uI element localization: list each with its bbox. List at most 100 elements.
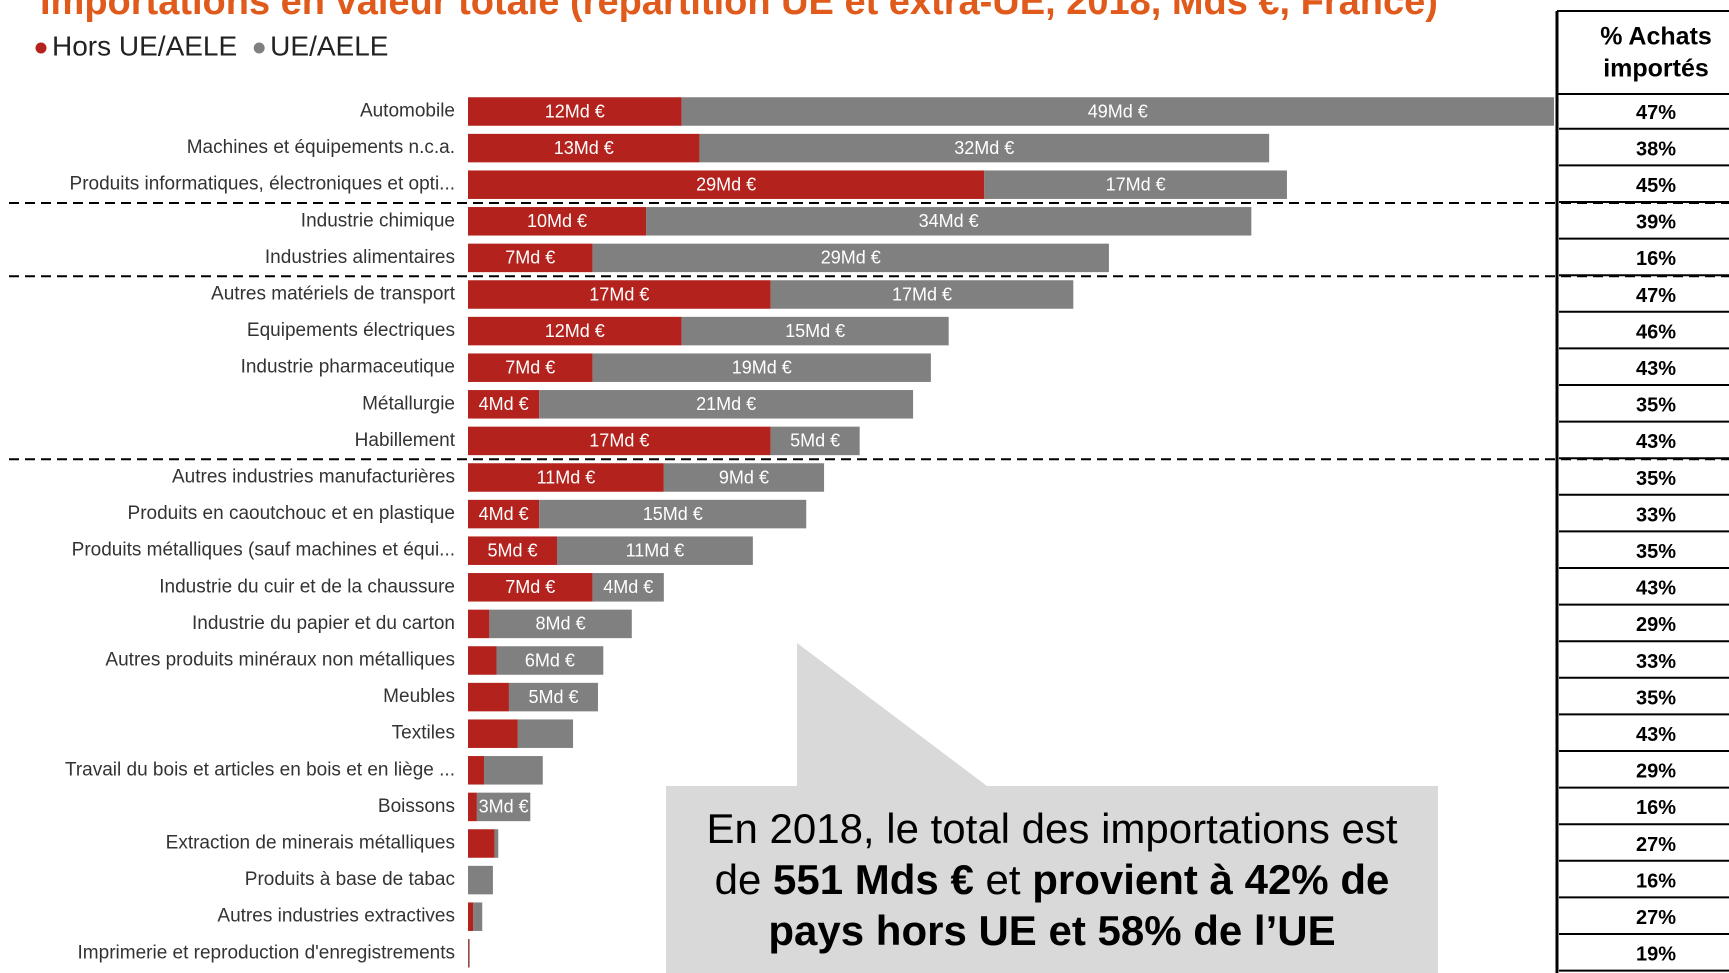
value-label: 6Md €	[525, 650, 575, 670]
bar-segment	[468, 499, 540, 529]
table-cell: 38%	[1636, 138, 1676, 160]
value-label: 19Md €	[732, 357, 792, 377]
category-label: Machines et équipements n.c.a.	[187, 137, 455, 158]
bar-segment	[468, 646, 497, 675]
bar-segment	[468, 280, 771, 309]
category-label: Meubles	[383, 686, 455, 707]
bar-segment	[770, 426, 860, 456]
bar-segment	[468, 609, 490, 639]
table-header: importés	[1603, 55, 1709, 83]
bar-segment	[476, 792, 531, 822]
value-label: 13Md €	[554, 138, 614, 158]
table-cell: 35%	[1636, 687, 1676, 709]
value-label: 4Md €	[479, 394, 529, 414]
table-cell: 43%	[1636, 724, 1676, 746]
bar-segment	[484, 756, 543, 785]
category-label: Industrie chimique	[301, 210, 455, 231]
bar-segment	[592, 573, 664, 602]
table-cell: 16%	[1636, 797, 1676, 819]
bar-segment	[468, 353, 593, 382]
category-label: Habillement	[355, 430, 456, 451]
category-label: Industries alimentaires	[265, 247, 455, 268]
value-label: 7Md €	[505, 577, 555, 597]
value-label: 7Md €	[505, 357, 555, 377]
bar-segment	[699, 133, 1270, 163]
table-cell: 27%	[1636, 907, 1676, 929]
bar-segment	[508, 682, 598, 712]
bar-segment	[468, 939, 470, 968]
category-label: Imprimerie et reproduction d'enregistrem…	[78, 942, 455, 963]
value-label: 8Md €	[536, 614, 586, 634]
value-label: 15Md €	[643, 504, 703, 524]
category-label: Produits en caoutchouc et en plastique	[128, 503, 455, 524]
bar-segment	[646, 207, 1252, 236]
bar-segment	[984, 170, 1287, 199]
table-cell: 29%	[1636, 614, 1676, 636]
bar-segment	[681, 316, 949, 346]
bar-segment	[592, 353, 931, 382]
table-cell: 35%	[1636, 395, 1676, 417]
table-cell: 47%	[1636, 102, 1676, 124]
table-cell: 45%	[1636, 175, 1676, 197]
callout-text: En 2018, le total des importations est	[706, 805, 1397, 852]
bar-segment	[468, 426, 771, 456]
table-cell: 43%	[1636, 358, 1676, 380]
category-label: Produits informatiques, électroniques et…	[70, 174, 455, 195]
legend-label: UE/AELE	[270, 30, 388, 61]
bar-segment	[468, 463, 664, 492]
value-label: 5Md €	[528, 687, 578, 707]
category-label: Autres industries manufacturières	[172, 467, 455, 488]
category-label: Produits à base de tabac	[245, 869, 455, 890]
value-label: 11Md €	[537, 467, 596, 487]
category-label: Métallurgie	[362, 393, 455, 414]
table-cell: 35%	[1636, 541, 1676, 563]
bar-segment	[468, 133, 700, 163]
value-label: 17Md €	[589, 284, 649, 304]
bar-segment	[468, 792, 477, 822]
bar-segment	[494, 829, 499, 858]
category-label: Produits métalliques (sauf machines et é…	[72, 540, 455, 561]
value-label: 5Md €	[790, 431, 840, 451]
bar-segment	[468, 902, 474, 931]
legend-marker	[253, 42, 265, 54]
value-label: 17Md €	[1106, 174, 1166, 194]
bar-segment	[592, 243, 1109, 273]
category-label: Autres matériels de transport	[211, 284, 456, 305]
bar-segment	[468, 719, 518, 748]
bar-segment	[539, 390, 914, 419]
bar-segment	[517, 719, 574, 748]
category-label: Automobile	[360, 101, 455, 122]
table-cell: 43%	[1636, 578, 1676, 600]
table-cell: 16%	[1636, 248, 1676, 270]
value-label: 4Md €	[603, 577, 653, 597]
table-cell: 29%	[1636, 761, 1676, 783]
bar-segment	[468, 573, 593, 602]
value-label: 29Md €	[696, 174, 756, 194]
legend-marker	[35, 42, 47, 54]
category-label: Industrie du papier et du carton	[192, 613, 455, 634]
table-cell: 33%	[1636, 504, 1676, 526]
table-cell: 47%	[1636, 285, 1676, 307]
value-label: 4Md €	[479, 504, 529, 524]
bar-segment	[468, 756, 485, 785]
bar-segment	[663, 463, 825, 492]
bar-segment	[489, 609, 632, 639]
callout-segment: En 2018, le total des importations est	[706, 805, 1397, 852]
value-label: 9Md €	[719, 467, 769, 487]
value-label: 29Md €	[821, 248, 881, 268]
callout-text: pays hors UE et 58% de l’UE	[768, 907, 1335, 954]
bar-segment	[468, 682, 509, 712]
table-cell: 39%	[1636, 212, 1676, 234]
value-label: 32Md €	[954, 138, 1014, 158]
callout-segment: et	[974, 856, 1032, 903]
table-cell: 16%	[1636, 870, 1676, 892]
callout-segment: de	[715, 856, 773, 903]
bar-segment	[468, 829, 495, 858]
value-label: 17Md €	[892, 284, 952, 304]
value-label: 17Md €	[589, 431, 649, 451]
value-label: 11Md €	[626, 540, 685, 560]
value-label: 21Md €	[696, 394, 756, 414]
bar-segment	[539, 499, 807, 529]
table-cell: 43%	[1636, 431, 1676, 453]
value-label: 7Md €	[505, 248, 555, 268]
